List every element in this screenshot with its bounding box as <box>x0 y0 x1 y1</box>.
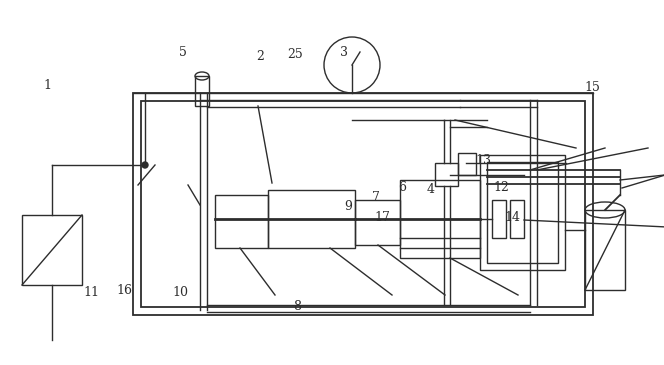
Text: 1: 1 <box>44 79 52 92</box>
Text: 12: 12 <box>493 181 509 195</box>
Text: 9: 9 <box>344 200 352 213</box>
Text: 15: 15 <box>584 81 600 94</box>
Bar <box>22 215 82 285</box>
Text: 16: 16 <box>117 284 133 297</box>
Text: 4: 4 <box>426 183 434 196</box>
Bar <box>585 210 625 290</box>
Bar <box>492 200 506 238</box>
Bar <box>435 163 458 186</box>
Bar <box>141 101 585 307</box>
Bar <box>195 76 209 106</box>
Text: 25: 25 <box>288 47 303 61</box>
Text: 8: 8 <box>293 300 301 313</box>
Bar <box>480 155 565 270</box>
Bar <box>215 195 268 248</box>
Text: 5: 5 <box>179 46 187 59</box>
Text: 14: 14 <box>505 211 521 224</box>
Bar <box>268 190 355 248</box>
Bar <box>355 200 400 245</box>
Bar <box>510 200 524 238</box>
Text: 11: 11 <box>84 285 100 299</box>
Text: 6: 6 <box>398 181 406 195</box>
Bar <box>458 153 476 175</box>
Text: 13: 13 <box>475 154 491 167</box>
Bar <box>400 180 480 258</box>
Text: 10: 10 <box>173 285 189 299</box>
Circle shape <box>142 162 148 168</box>
Text: 2: 2 <box>256 50 264 63</box>
Text: 17: 17 <box>374 211 390 224</box>
Text: 3: 3 <box>340 46 348 59</box>
Bar <box>487 162 558 263</box>
Bar <box>133 93 593 315</box>
Text: 7: 7 <box>372 191 380 204</box>
